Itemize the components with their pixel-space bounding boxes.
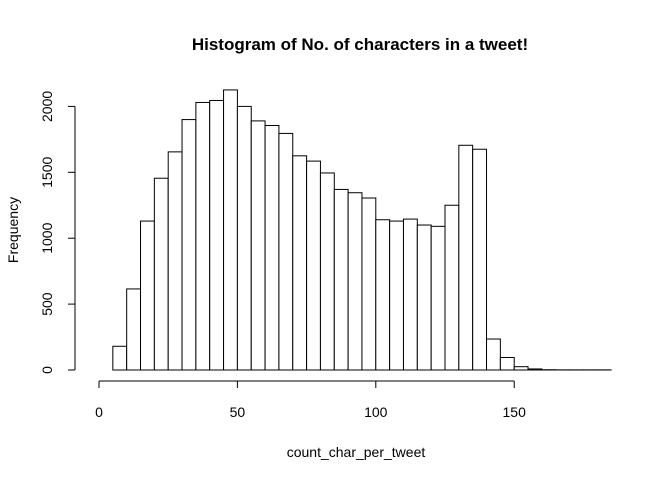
y-tick-label: 2000 [39,91,55,122]
histogram-bar [195,101,211,371]
histogram-bar [236,105,252,371]
x-axis-label: count_char_per_tweet [287,444,426,460]
bars-group [112,89,612,371]
histogram-bar [264,125,280,371]
histogram-bar [333,188,349,371]
histogram-bar [181,119,197,371]
histogram-bar [472,148,488,371]
histogram-bar [527,368,543,371]
histogram-bar [430,225,446,371]
x-tick-label: 150 [503,404,527,420]
histogram-bar [292,155,308,371]
y-tick-label: 1500 [39,157,55,188]
histogram-bar [347,192,363,371]
histogram-bar [306,160,321,371]
histogram-bar [458,144,474,371]
histogram-bar [402,218,418,371]
histogram-bar [223,89,238,371]
histogram-bar [209,99,225,371]
histogram-bar [375,219,391,371]
histogram-bar [389,220,404,371]
x-tick-label: 50 [230,404,246,420]
histogram-bar [486,338,501,371]
y-axis-label: Frequency [5,197,21,263]
histogram-bar [416,224,432,371]
x-tick-label: 100 [364,404,388,420]
histogram-bar [112,345,128,371]
histogram-bar [140,220,155,371]
histogram-bar [361,197,377,371]
histogram-bar [153,177,169,371]
histogram-bar [250,120,266,371]
x-tick-label: 0 [95,404,103,420]
chart-title: Histogram of No. of characters in a twee… [192,35,528,54]
y-tick-label: 1000 [39,222,55,253]
histogram-bar [499,356,515,371]
histogram-bar [126,288,142,371]
histogram-bar [513,366,529,371]
histogram-bar [278,132,294,371]
y-tick-label: 500 [39,292,55,316]
histogram-bar [319,172,335,371]
histogram-bar [167,151,183,371]
x-axis: 0 50 100 150 [95,380,527,420]
histogram-bar [444,204,460,371]
y-tick-label: 0 [39,366,55,374]
y-axis: 0 500 1000 1500 2000 [39,91,76,374]
